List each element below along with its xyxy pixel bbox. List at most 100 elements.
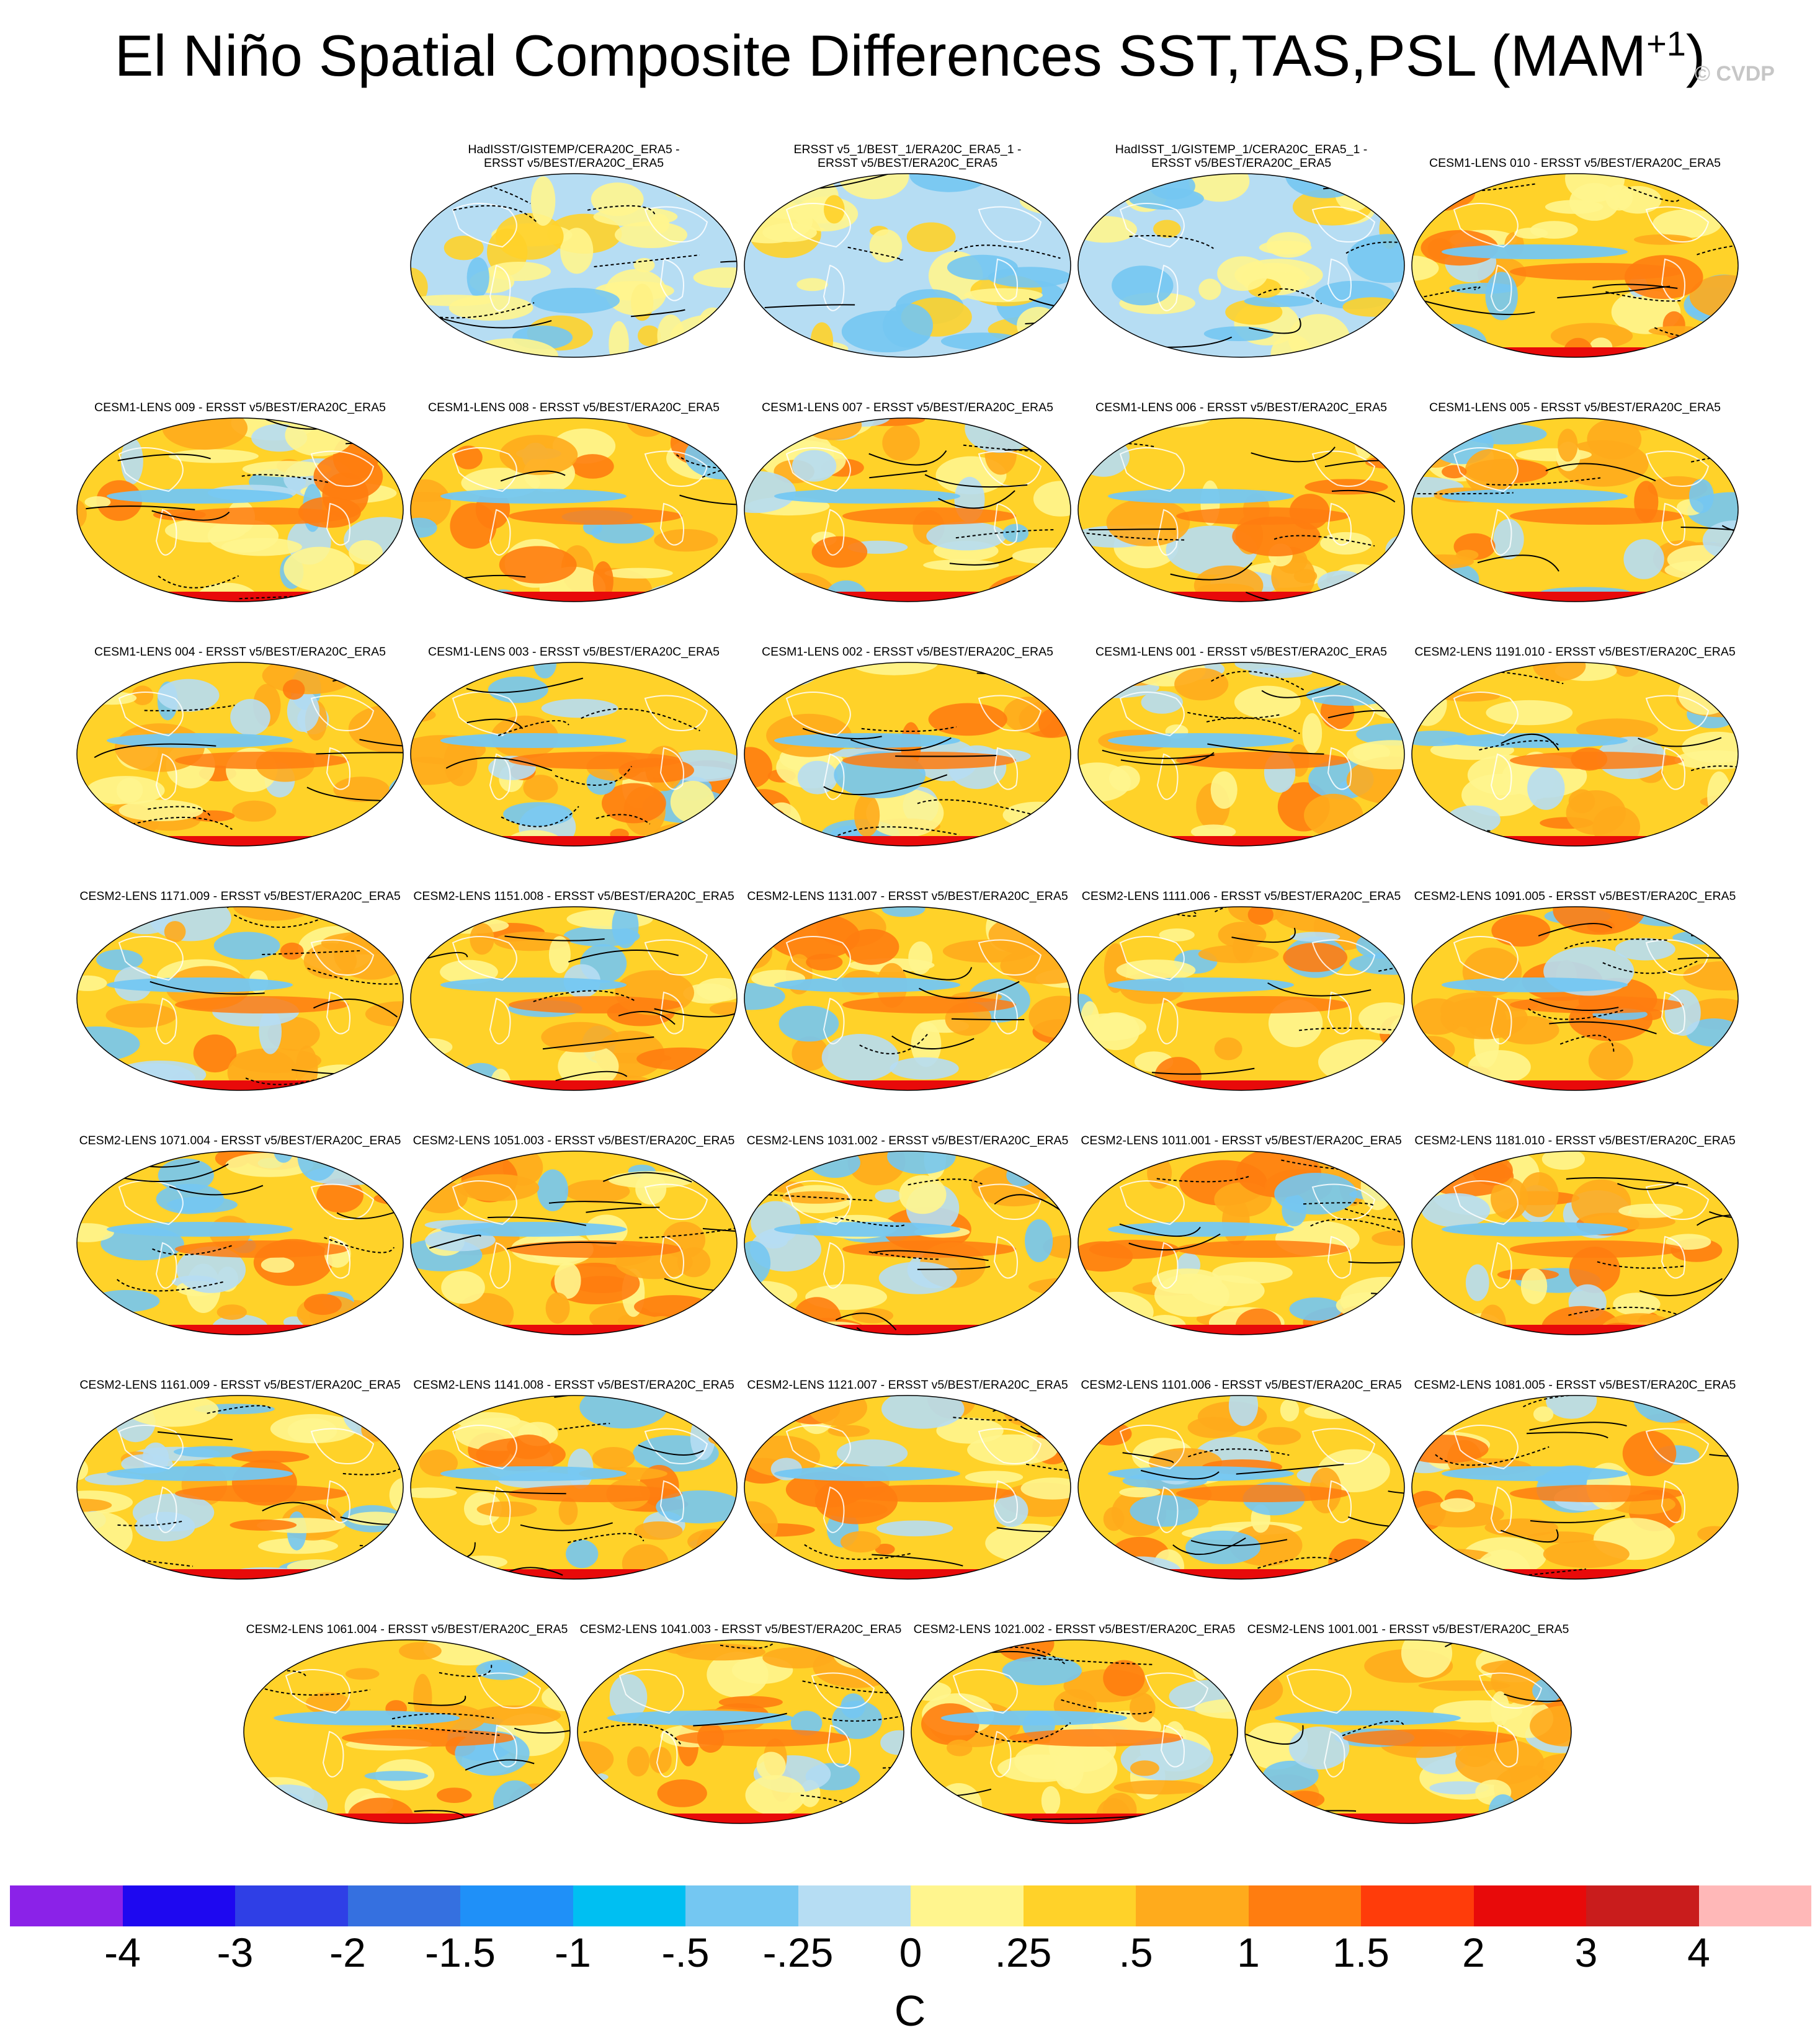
anomaly-patch <box>1347 740 1404 770</box>
anomaly-patch <box>981 1067 1048 1090</box>
anomaly-patch <box>450 503 497 549</box>
continent-outline <box>310 939 375 976</box>
anomaly-patch <box>558 1044 619 1089</box>
colorbar-segment <box>1023 1885 1136 1926</box>
anomaly-patch <box>213 932 280 960</box>
psl-contour-negative <box>1527 1008 1625 1020</box>
anomaly-patch <box>1095 907 1117 947</box>
map-border <box>744 906 1071 1091</box>
anomaly-patch <box>591 522 654 544</box>
anomaly-patch <box>158 1158 214 1193</box>
anomaly-patch <box>810 1813 891 1823</box>
continent-outline <box>1311 695 1376 731</box>
anomaly-patch <box>1185 1530 1260 1564</box>
anomaly-patch <box>778 418 814 432</box>
continent-outline <box>826 1724 851 1768</box>
psl-contour-positive <box>1709 1446 1738 1457</box>
map-border <box>76 662 404 847</box>
continent-outline <box>1645 939 1710 976</box>
anomaly-patch <box>566 1539 599 1569</box>
anomaly-patch <box>285 418 354 456</box>
robinson-map <box>1411 1395 1739 1580</box>
panel-title: CESM1-LENS 009 - ERSST v5/BEST/ERA20C_ER… <box>94 401 386 414</box>
psl-contour-negative <box>1206 717 1300 734</box>
continent-outline <box>1490 997 1512 1044</box>
tropical-cool-band <box>107 1222 293 1237</box>
colorbar-tick-label: -.25 <box>762 1930 834 1975</box>
psl-contour-negative <box>1188 1448 1290 1458</box>
anomaly-patch <box>1707 771 1731 821</box>
anomaly-patch <box>1336 1292 1404 1319</box>
anomaly-patch <box>1283 943 1348 973</box>
anomaly-patch <box>1664 989 1701 1036</box>
psl-contour-positive <box>872 1554 963 1567</box>
equatorial-warm-band <box>175 1240 349 1258</box>
colorbar-tick-label: 2 <box>1462 1930 1485 1975</box>
robinson-map <box>1411 906 1739 1091</box>
tropical-cool-band <box>607 1711 793 1725</box>
continent-outline <box>978 450 1042 487</box>
anomaly-patch <box>1154 1057 1202 1090</box>
psl-contour-negative <box>1548 1666 1571 1679</box>
robinson-map <box>1077 1151 1405 1335</box>
colorbar-tick-label: 3 <box>1574 1930 1598 1975</box>
anomaly-patch <box>1418 1680 1510 1691</box>
psl-contour-positive <box>514 1721 570 1734</box>
panel-title: CESM2-LENS 1111.006 - ERSST v5/BEST/ERA2… <box>1081 889 1401 903</box>
anomaly-patch <box>877 1520 953 1537</box>
anomaly-patch <box>638 325 661 347</box>
continent-outline <box>118 936 184 981</box>
anomaly-patch <box>967 1434 1058 1466</box>
anomaly-patch <box>231 1451 310 1463</box>
anomaly-patch <box>881 907 926 917</box>
continent-outline <box>118 1425 184 1470</box>
anomaly-patch <box>470 923 494 955</box>
anomaly-patch <box>911 1651 933 1691</box>
panel-title: CESM2-LENS 1171.009 - ERSST v5/BEST/ERA2… <box>79 889 401 903</box>
panel-title: CESM2-LENS 1081.005 - ERSST v5/BEST/ERA2… <box>1414 1378 1736 1392</box>
map-border <box>1411 662 1739 847</box>
anomaly-patch <box>1218 922 1267 948</box>
continent-outline <box>452 692 517 737</box>
continent-outline <box>993 258 1018 301</box>
continent-outline <box>1453 936 1519 981</box>
continent-outline <box>993 1235 1018 1279</box>
psl-contour-positive <box>868 450 947 466</box>
psl-contour-negative <box>241 474 329 483</box>
psl-contour-positive <box>316 752 403 755</box>
robinson-map <box>1411 662 1739 847</box>
continent-outline <box>1453 1180 1519 1226</box>
map-border <box>76 417 404 602</box>
continent-outline <box>310 1183 375 1220</box>
psl-contour-negative <box>834 1216 906 1227</box>
anomaly-patch <box>985 1523 1071 1563</box>
continent-outline <box>1661 1235 1685 1279</box>
continent-outline <box>310 450 375 487</box>
anomaly-patch <box>303 1294 342 1315</box>
psl-contour-positive <box>850 737 952 751</box>
anomaly-patch <box>1302 713 1323 754</box>
anomaly-patch <box>1412 256 1439 281</box>
psl-contour-negative <box>1718 677 1738 689</box>
psl-contour-negative <box>158 575 239 589</box>
psl-contour-negative <box>555 765 632 786</box>
tropical-cool-band <box>774 489 960 504</box>
continent-outline <box>326 1235 350 1279</box>
anomaly-patch <box>1290 932 1340 942</box>
psl-contour-positive <box>1170 562 1252 581</box>
psl-contour-negative <box>596 814 651 825</box>
anomaly-patch <box>1346 756 1404 804</box>
anomaly-patch <box>744 983 785 1010</box>
continent-outline <box>477 1672 542 1709</box>
anomaly-patch <box>602 783 666 824</box>
continent-outline <box>785 1425 851 1470</box>
anomaly-patch <box>413 1673 432 1722</box>
anomaly-patch <box>348 704 403 753</box>
equatorial-warm-band <box>676 1729 849 1747</box>
anomaly-patch <box>523 775 558 801</box>
anomaly-patch <box>176 1246 246 1293</box>
anomaly-patch <box>710 1039 737 1081</box>
anomaly-patch <box>1588 1041 1633 1080</box>
map-border <box>410 662 738 847</box>
tropical-cool-band <box>774 733 960 748</box>
